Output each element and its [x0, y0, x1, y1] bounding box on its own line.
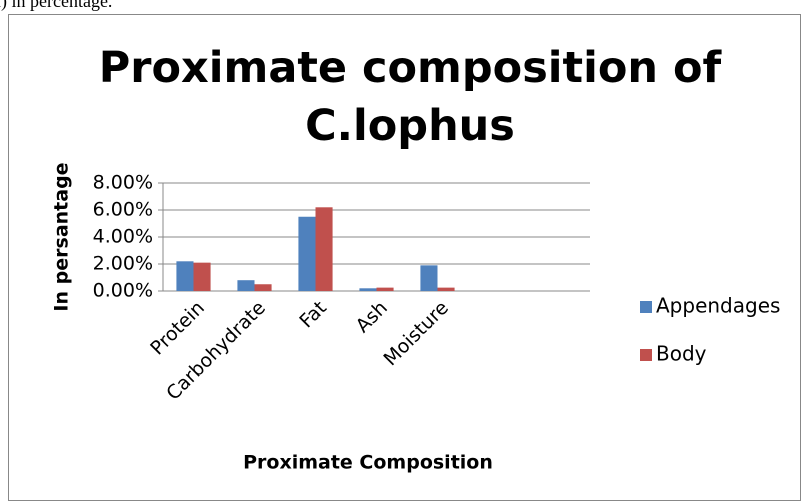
y-tick-label: 8.00% — [93, 172, 153, 194]
x-tick-label: Protein — [146, 297, 209, 360]
x-axis-label: Proximate Composition — [243, 452, 493, 474]
bar — [176, 261, 194, 291]
bar — [193, 262, 211, 291]
legend-swatch — [640, 301, 652, 313]
bar — [254, 284, 272, 291]
x-tick-label: Fat — [295, 297, 331, 333]
y-tick-label: 6.00% — [93, 199, 153, 221]
y-axis-label: In persantage — [51, 162, 73, 311]
bar — [420, 265, 438, 291]
bar — [359, 288, 377, 291]
bar — [237, 280, 255, 291]
bar — [298, 216, 316, 291]
legend-label: Appendages — [656, 294, 780, 318]
bar — [315, 207, 333, 291]
legend-swatch — [640, 349, 652, 361]
chart-title: Proximate composition of C.lophus — [99, 43, 723, 151]
chart-frame — [8, 14, 801, 501]
y-tick-label: 0.00% — [93, 280, 153, 302]
bar — [376, 287, 394, 291]
x-tick-label: Ash — [352, 297, 392, 337]
bar — [437, 287, 455, 291]
legend-label: Body — [656, 342, 707, 366]
x-tick-label: Moisture — [380, 297, 453, 370]
y-tick-label: 4.00% — [93, 226, 153, 248]
y-tick-label: 2.00% — [93, 253, 153, 275]
caption: n) in percentage. — [0, 0, 112, 12]
